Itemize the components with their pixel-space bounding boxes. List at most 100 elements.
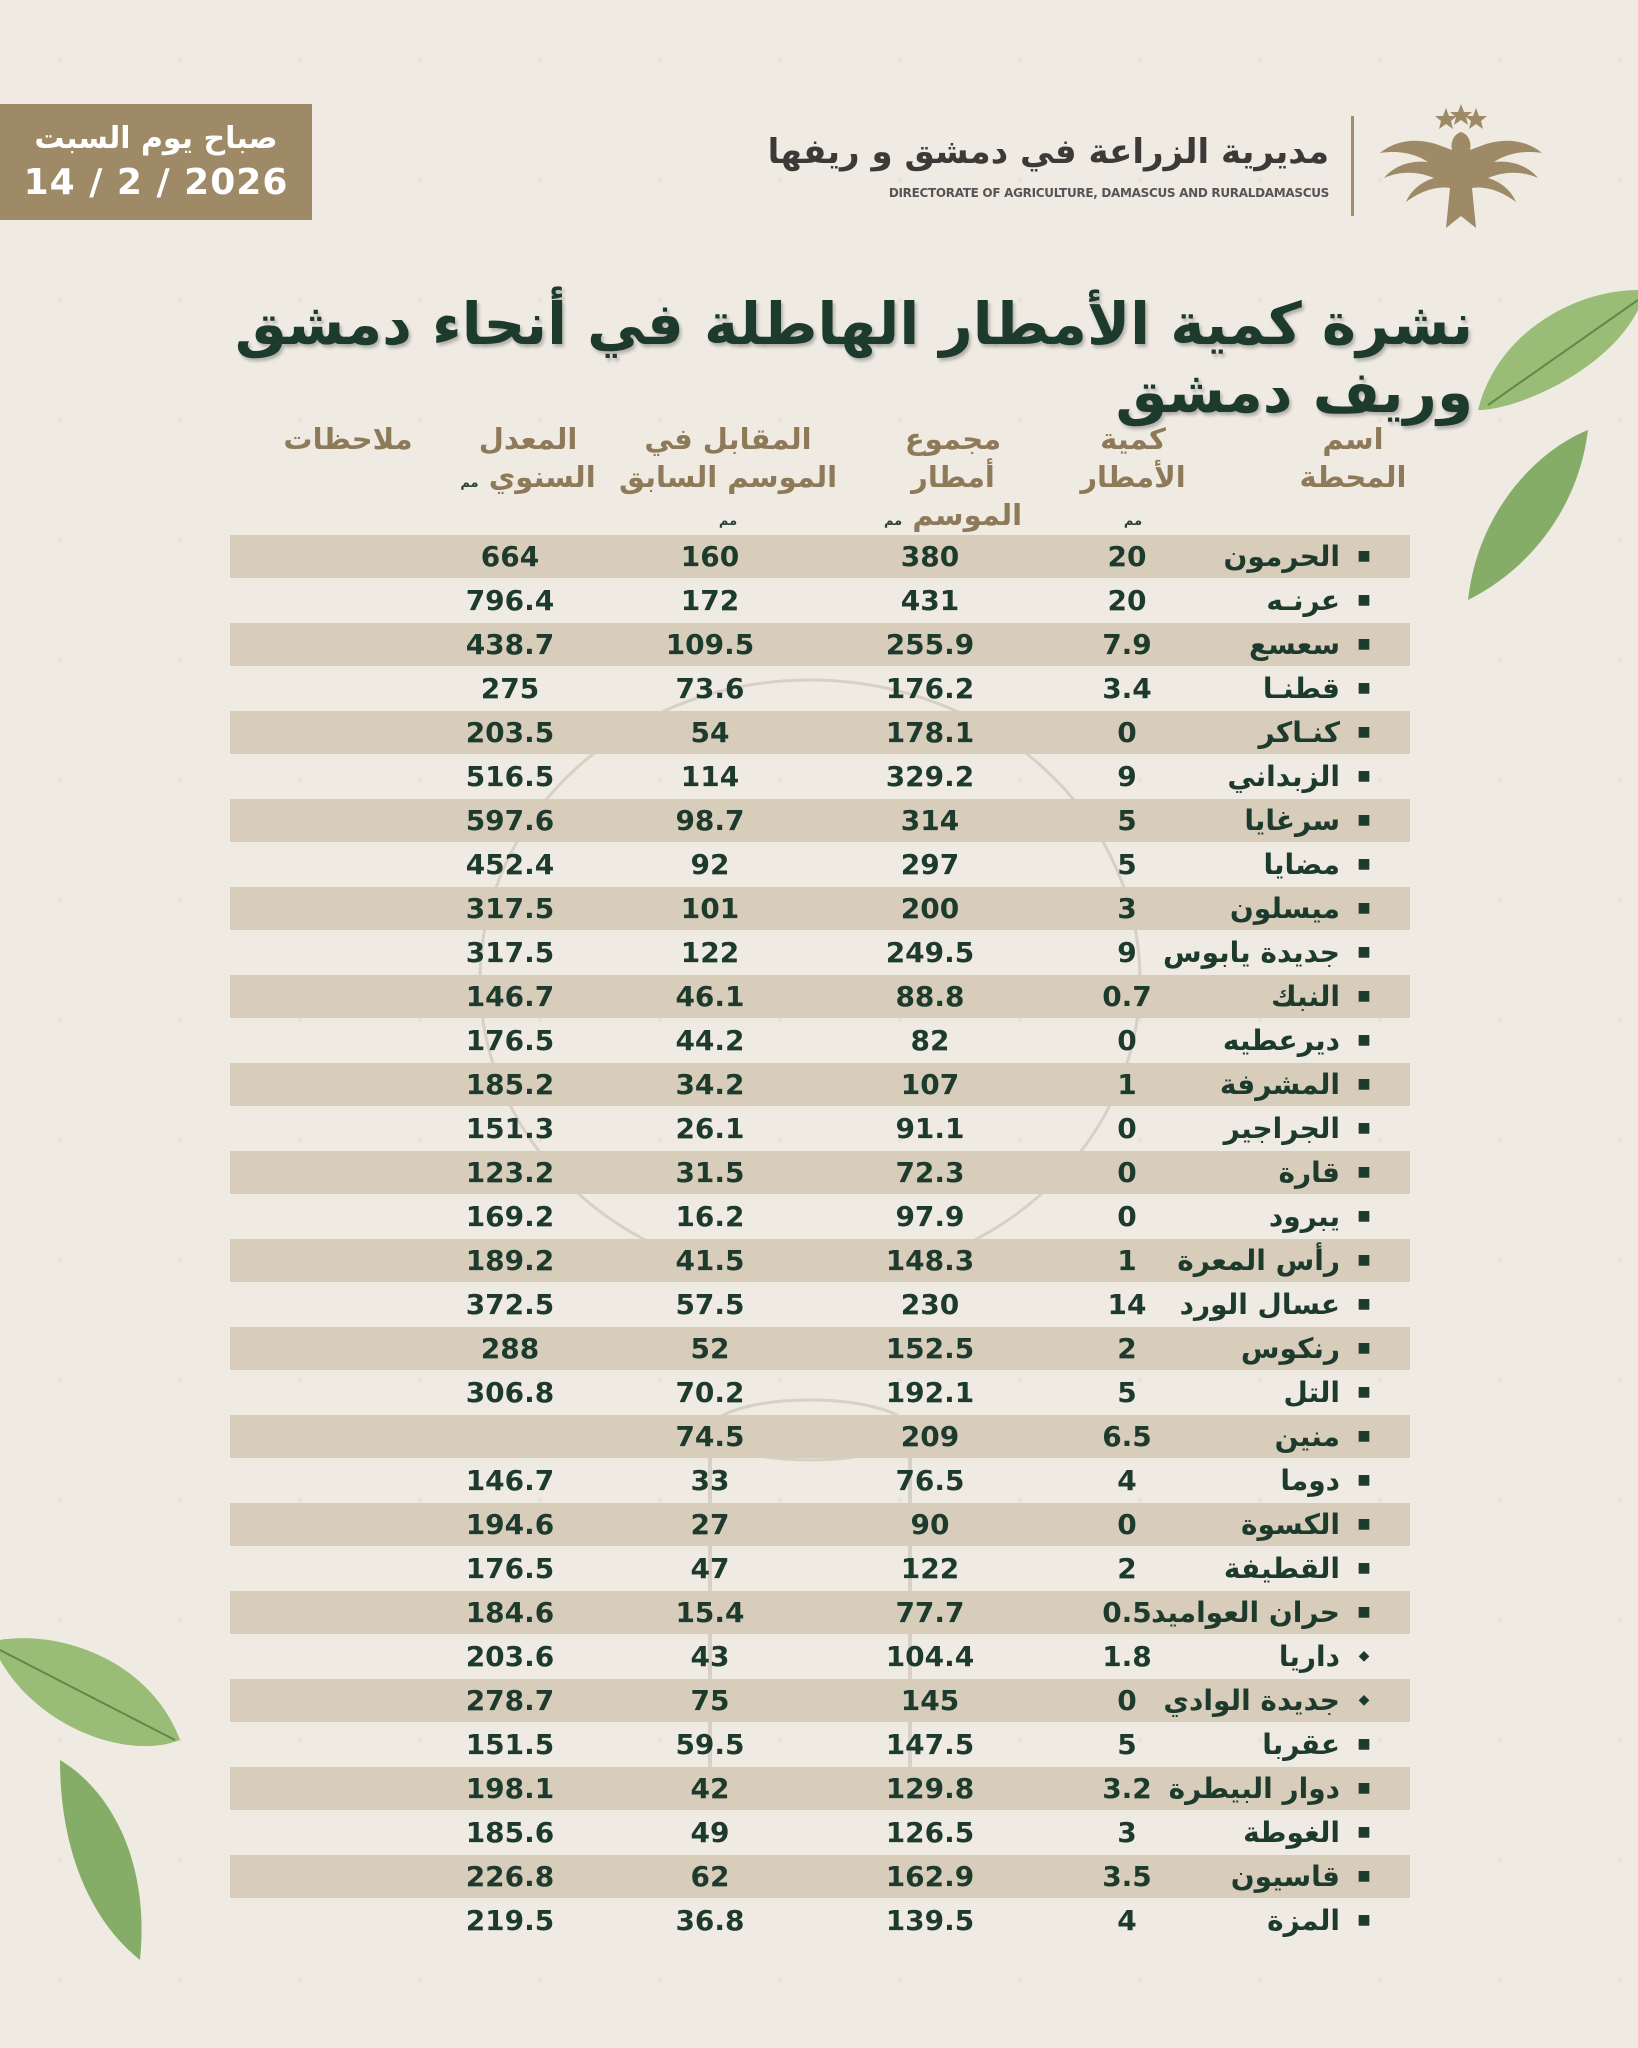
previous-season: 73.6 xyxy=(675,672,745,705)
notes xyxy=(260,1195,410,1238)
annual-average: 278.7 xyxy=(465,1684,555,1717)
station-name: الزبداني xyxy=(1227,760,1340,793)
season-total: 230 xyxy=(900,1288,960,1321)
header-rain-unit: مم xyxy=(1123,514,1143,529)
table-row: ■ رنكوس 2 152.5 52 288 xyxy=(230,1327,1410,1370)
station-name: داريا xyxy=(1278,1640,1340,1673)
header-avg-unit: مم xyxy=(460,476,479,491)
notes xyxy=(260,1063,410,1106)
row-bullet-icon: ■ xyxy=(1357,1428,1371,1444)
season-total: 97.9 xyxy=(895,1200,965,1233)
previous-season: 34.2 xyxy=(675,1068,745,1101)
season-total: 104.4 xyxy=(885,1640,975,1673)
rain-amount: 0.7 xyxy=(1102,980,1152,1013)
notes xyxy=(260,975,410,1018)
annual-average: 203.5 xyxy=(465,716,555,749)
header-rain-label: كمية الأمطار xyxy=(1080,422,1186,494)
previous-season: 47 xyxy=(690,1552,730,1585)
station-name: مضايا xyxy=(1263,848,1340,881)
season-total: 162.9 xyxy=(885,1860,975,1893)
table-row: ■ عقربا 5 147.5 59.5 151.5 xyxy=(230,1723,1410,1766)
notes xyxy=(260,1503,410,1546)
header-prev-unit: مم xyxy=(718,514,738,529)
row-bullet-icon: ■ xyxy=(1357,856,1371,872)
previous-season: 46.1 xyxy=(675,980,745,1013)
rain-amount: 1 xyxy=(1117,1244,1137,1277)
rain-amount: 1.8 xyxy=(1102,1640,1152,1673)
season-total: 88.8 xyxy=(895,980,965,1013)
table-row: ■ مضايا 5 297 92 452.4 xyxy=(230,843,1410,886)
table-row: ■ سعسع 7.9 255.9 109.5 438.7 xyxy=(230,623,1410,666)
rain-amount: 3 xyxy=(1117,892,1137,925)
annual-average: 796.4 xyxy=(465,584,555,617)
station-name: كنـاكر xyxy=(1258,716,1341,749)
row-bullet-icon: ■ xyxy=(1357,768,1371,784)
annual-average: 306.8 xyxy=(465,1376,555,1409)
season-total: 314 xyxy=(900,804,960,837)
table-row: ■ ديرعطيه 0 82 44.2 176.5 xyxy=(230,1019,1410,1062)
notes xyxy=(260,1019,410,1062)
annual-average: 275 xyxy=(480,672,540,705)
rain-amount: 2 xyxy=(1117,1552,1137,1585)
annual-average: 452.4 xyxy=(465,848,555,881)
station-name: ديرعطيه xyxy=(1222,1024,1340,1057)
rain-amount: 5 xyxy=(1117,1376,1137,1409)
date-day-label: صباح يوم السبت xyxy=(34,121,278,156)
header-station: اسم المحطة xyxy=(1268,420,1438,496)
previous-season: 54 xyxy=(690,716,730,749)
annual-average: 189.2 xyxy=(465,1244,555,1277)
previous-season: 43 xyxy=(690,1640,730,1673)
rain-amount: 14 xyxy=(1107,1288,1147,1321)
row-bullet-icon: ■ xyxy=(1357,1032,1371,1048)
header-prev: المقابل في الموسم السابق مم xyxy=(618,420,838,541)
season-total: 297 xyxy=(900,848,960,881)
rain-amount: 6.5 xyxy=(1102,1420,1152,1453)
directorate-logo: مديرية الزراعة في دمشق و ريفها DIRECTORA… xyxy=(768,98,1546,233)
row-bullet-icon: ■ xyxy=(1357,1076,1371,1092)
notes xyxy=(260,1855,410,1898)
row-bullet-icon: ■ xyxy=(1357,1120,1371,1136)
row-bullet-icon: ■ xyxy=(1357,1824,1371,1840)
station-name: الغوطة xyxy=(1243,1816,1340,1849)
season-total: 77.7 xyxy=(895,1596,965,1629)
header-season: مجموع أمطار الموسم مم xyxy=(858,420,1048,541)
row-bullet-icon: ■ xyxy=(1357,900,1371,916)
annual-average: 664 xyxy=(480,540,540,573)
header-rain: كمية الأمطار مم xyxy=(1068,420,1198,541)
rain-amount: 3.2 xyxy=(1102,1772,1152,1805)
rain-amount: 4 xyxy=(1117,1464,1137,1497)
season-total: 90 xyxy=(910,1508,950,1541)
notes xyxy=(260,1635,410,1678)
rain-amount: 2 xyxy=(1117,1332,1137,1365)
table-row: ■ قاسيون 3.5 162.9 62 226.8 xyxy=(230,1855,1410,1898)
rain-amount: 0 xyxy=(1117,1024,1137,1057)
header-season-unit: مم xyxy=(883,514,903,529)
station-name: التل xyxy=(1283,1376,1340,1409)
season-total: 139.5 xyxy=(885,1904,975,1937)
table-row: ■ المشرفة 1 107 34.2 185.2 xyxy=(230,1063,1410,1106)
season-total: 148.3 xyxy=(885,1244,975,1277)
station-name: الجراجير xyxy=(1223,1112,1340,1145)
rain-amount: 20 xyxy=(1107,540,1147,573)
notes xyxy=(260,1547,410,1590)
season-total: 255.9 xyxy=(885,628,975,661)
row-bullet-icon: ■ xyxy=(1357,548,1371,564)
previous-season: 92 xyxy=(690,848,730,881)
rain-amount: 1 xyxy=(1117,1068,1137,1101)
table-row: ■ الزبداني 9 329.2 114 516.5 xyxy=(230,755,1410,798)
table-row: ■ كنـاكر 0 178.1 54 203.5 xyxy=(230,711,1410,754)
row-bullet-icon: ■ xyxy=(1357,1472,1371,1488)
row-bullet-icon: ◆ xyxy=(1358,1692,1370,1708)
rain-amount: 4 xyxy=(1117,1904,1137,1937)
header-notes-label: ملاحظات xyxy=(283,422,413,456)
annual-average: 184.6 xyxy=(465,1596,555,1629)
season-total: 72.3 xyxy=(895,1156,965,1189)
season-total: 192.1 xyxy=(885,1376,975,1409)
station-name: عسال الورد xyxy=(1179,1288,1340,1321)
season-total: 431 xyxy=(900,584,960,617)
notes xyxy=(260,711,410,754)
notes xyxy=(260,667,410,710)
notes xyxy=(260,1679,410,1722)
station-name: سرغايا xyxy=(1244,804,1340,837)
row-bullet-icon: ■ xyxy=(1357,1736,1371,1752)
